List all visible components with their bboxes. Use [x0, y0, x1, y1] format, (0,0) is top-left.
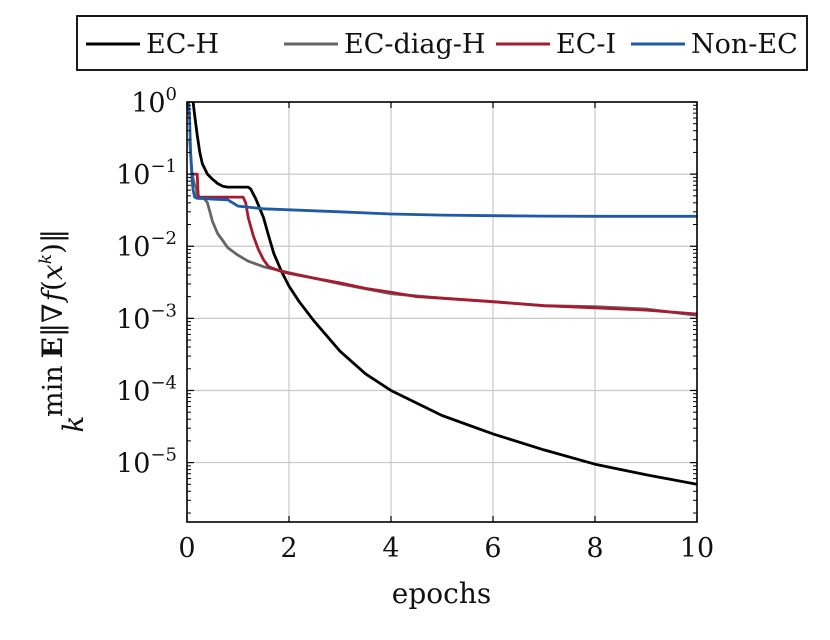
y-tick-label: 10−4 [116, 372, 177, 407]
grid [187, 102, 697, 522]
y-tick-label: 10−1 [116, 156, 177, 191]
x-tick-label: 6 [484, 533, 501, 564]
y-tick-label: 10−2 [116, 228, 177, 263]
legend-label: EC-I [556, 29, 616, 60]
legend-label: Non-EC [691, 29, 798, 60]
x-tick-label: 2 [280, 533, 297, 564]
legend-label: EC-diag-H [344, 29, 485, 60]
y-tick-labels: 100 10−1 10−2 10−3 10−4 10−5 [116, 84, 177, 480]
y-axis-label-text: minE‖∇f(xk)‖ [36, 229, 69, 417]
series-lines [187, 102, 697, 486]
axis-ticks [186, 101, 698, 522]
x-tick-label: 8 [586, 533, 603, 564]
y-axis-label-subscript: k [57, 416, 90, 433]
series-line-ec-h [191, 102, 697, 486]
y-tick-label: 10−3 [116, 300, 177, 335]
y-tick-label: 100 [131, 84, 177, 119]
legend-box [76, 15, 808, 71]
x-tick-label: 0 [178, 533, 195, 564]
y-tick-label: 10−5 [116, 445, 177, 480]
series-line-non-ec [187, 102, 697, 218]
legend: EC-H EC-diag-H EC-I Non-EC [76, 15, 808, 71]
x-tick-labels: 0 2 4 6 8 10 [178, 533, 714, 564]
plot-area-frame [186, 101, 698, 523]
y-axis-label: minE‖∇f(xk)‖ k [36, 229, 90, 432]
x-tick-label: 10 [680, 533, 714, 564]
x-axis-label: epochs [392, 577, 491, 610]
x-tick-label: 4 [382, 533, 399, 564]
legend-label: EC-H [146, 29, 219, 60]
